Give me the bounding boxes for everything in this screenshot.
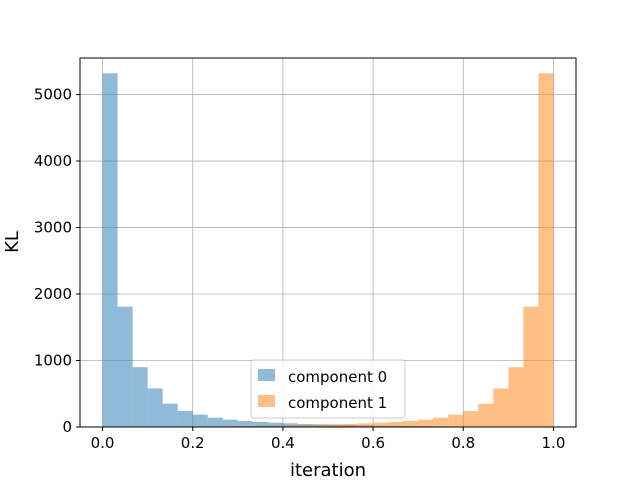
bar-component-0 [267, 422, 283, 427]
x-axis-ticks: 0.0 0.2 0.4 0.6 0.8 1.0 [91, 427, 566, 452]
bar-component-1 [448, 414, 464, 427]
bar-component-0 [252, 422, 268, 427]
x-tick-label: 0.0 [91, 434, 115, 452]
bar-component-0 [132, 367, 148, 427]
bars [102, 73, 554, 427]
bar-component-1 [538, 73, 554, 427]
bar-component-1 [508, 367, 524, 427]
bar-component-1 [418, 419, 434, 427]
bar-component-1 [463, 411, 479, 427]
y-tick-label: 5000 [34, 86, 72, 104]
bar-component-1 [282, 425, 298, 427]
bar-component-1 [433, 417, 449, 427]
y-tick-label: 0 [62, 418, 72, 436]
bar-component-1 [328, 424, 344, 427]
y-tick-label: 3000 [34, 219, 72, 237]
bar-component-1 [312, 424, 328, 427]
bar-component-1 [523, 306, 539, 427]
bar-component-0 [282, 423, 298, 427]
y-axis-label: KL [2, 231, 23, 253]
bar-component-0 [207, 417, 223, 427]
legend-label-component-0: component 0 [288, 368, 387, 386]
x-tick-label: 1.0 [542, 434, 566, 452]
bar-component-1 [403, 421, 419, 427]
y-tick-label: 1000 [34, 352, 72, 370]
bar-component-1 [358, 423, 374, 427]
x-tick-label: 0.4 [271, 434, 295, 452]
y-tick-label: 2000 [34, 285, 72, 303]
bar-component-1 [252, 425, 268, 427]
bar-component-0 [192, 414, 208, 427]
bar-component-1 [478, 403, 494, 427]
bar-component-0 [117, 306, 133, 427]
bar-component-1 [267, 425, 283, 427]
bar-component-1 [493, 388, 509, 427]
legend: component 0 component 1 [250, 359, 406, 419]
bar-component-1 [343, 424, 359, 427]
bar-component-0 [177, 411, 193, 427]
legend-label-component-1: component 1 [288, 394, 387, 412]
x-tick-label: 0.6 [361, 434, 385, 452]
x-axis-label: iteration [290, 460, 366, 480]
bar-component-1 [373, 422, 389, 427]
bar-component-1 [388, 422, 404, 427]
bar-component-0 [102, 73, 118, 427]
x-tick-label: 0.2 [181, 434, 205, 452]
x-tick-label: 0.8 [451, 434, 475, 452]
y-axis-ticks: 0 1000 2000 3000 4000 5000 [34, 86, 80, 436]
legend-swatch-component-0 [258, 369, 275, 381]
legend-swatch-component-1 [258, 395, 275, 407]
bar-component-0 [147, 388, 163, 427]
plot-frame [79, 57, 577, 428]
bar-component-1 [297, 425, 313, 427]
bar-component-0 [237, 421, 253, 427]
y-tick-label: 4000 [34, 152, 72, 170]
legend-box [250, 359, 406, 419]
bar-component-0 [222, 419, 238, 427]
bar-component-0 [162, 403, 178, 427]
